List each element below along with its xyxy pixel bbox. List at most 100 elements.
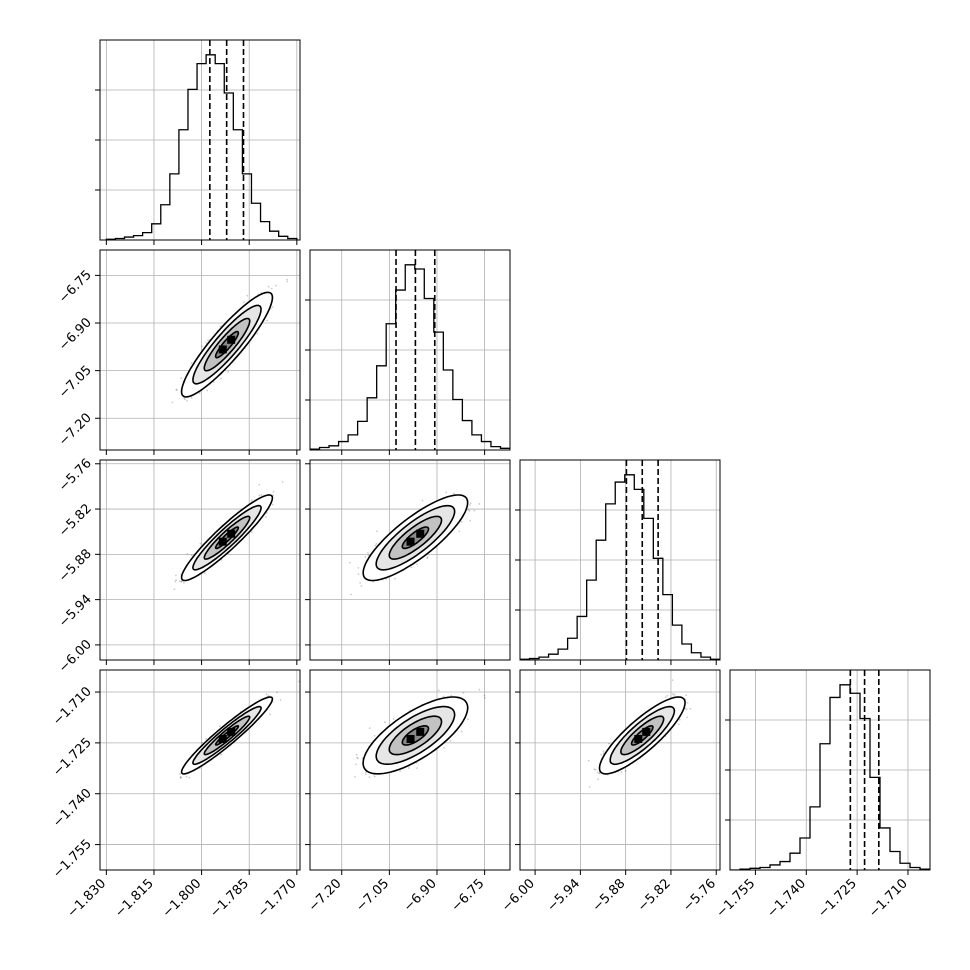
sample-point <box>265 512 268 514</box>
sample-point <box>178 580 181 583</box>
sample-point <box>250 499 253 501</box>
sample-point <box>171 401 174 404</box>
sample-point <box>180 776 182 779</box>
sample-point <box>186 400 188 402</box>
sample-point <box>394 577 396 580</box>
sample-point <box>174 580 177 583</box>
sample-point <box>376 530 378 533</box>
sample-point <box>360 585 363 587</box>
sample-point <box>271 306 274 308</box>
contour-1 <box>203 317 251 372</box>
hist-grid-2 <box>520 460 720 660</box>
sample-point <box>219 725 221 728</box>
sample-point <box>357 573 360 576</box>
density-0-1 <box>171 278 289 404</box>
ytick-label-1-2: −6.90 <box>56 315 95 354</box>
sample-point <box>453 492 456 495</box>
contour-0 <box>214 330 240 359</box>
density-0-2 <box>173 481 284 591</box>
sample-point <box>266 319 268 322</box>
ytick-label-1-0: −7.20 <box>56 410 95 449</box>
sample-point <box>410 566 413 569</box>
sample-point <box>205 342 208 344</box>
contour-3 <box>180 291 274 398</box>
scatter-panel-0-2: −6.00−5.94−5.88−5.82−5.76 <box>56 456 301 676</box>
panels-layer: −7.20−7.05−6.90−6.75−6.00−5.94−5.88−5.82… <box>50 39 931 921</box>
sample-point <box>478 503 481 505</box>
sample-point <box>250 531 253 534</box>
sample-point <box>265 693 268 696</box>
sample-point <box>286 280 289 283</box>
sample-point <box>206 389 209 392</box>
hist-grid-0 <box>100 40 300 240</box>
sample-point <box>276 691 278 694</box>
density-peak-1 <box>227 529 236 538</box>
sample-point <box>173 588 176 591</box>
density-peak-0 <box>218 537 227 546</box>
contour-0 <box>214 526 240 550</box>
scatter-panel-0-1: −7.20 −7.05 −6.90 −6.75 <box>56 249 301 451</box>
ytick-label-2-0: −6.00 <box>56 637 95 676</box>
histogram-0 <box>105 54 298 240</box>
sample-point <box>375 543 378 545</box>
hist-frame-0 <box>99 39 301 241</box>
contour-2 <box>192 504 262 571</box>
sample-point <box>421 499 424 502</box>
density-peak-1 <box>416 529 425 538</box>
sample-point <box>183 397 186 400</box>
hist-panel-3 <box>725 669 931 871</box>
ytick-label-1-3: −6.75 <box>56 268 95 307</box>
sample-point <box>180 377 183 380</box>
frame-0-2 <box>99 459 301 661</box>
sample-point <box>416 563 419 566</box>
hist-frame-1 <box>309 249 511 451</box>
ytick-label-2-1: −5.94 <box>56 592 95 631</box>
sample-point <box>198 392 201 395</box>
sample-point <box>246 294 249 297</box>
contour-1 <box>203 515 251 560</box>
hist-frame-2 <box>519 459 721 661</box>
sample-point <box>176 389 178 391</box>
sample-point <box>445 491 447 494</box>
ytick-label-2-3: −5.82 <box>56 501 95 540</box>
hist-panel-0 <box>95 39 301 241</box>
sample-point <box>180 580 183 583</box>
sample-point <box>201 345 203 348</box>
contour-2 <box>192 304 262 385</box>
sample-point <box>242 301 245 303</box>
histogram-1 <box>310 264 510 450</box>
sample-point <box>279 699 282 701</box>
sample-point <box>204 572 206 574</box>
histogram-2 <box>520 474 720 660</box>
scatter-panel-1-2 <box>305 459 511 661</box>
sample-point <box>260 494 263 496</box>
sample-point <box>359 582 361 584</box>
contour-0 <box>401 526 430 550</box>
sample-point <box>220 377 223 380</box>
sample-point <box>265 515 267 518</box>
contour-1 <box>388 515 443 560</box>
sample-point <box>207 339 210 342</box>
sample-point <box>270 287 273 290</box>
density-peak-0 <box>218 345 227 354</box>
contour-2 <box>375 504 456 571</box>
sample-point <box>467 508 470 511</box>
sample-point <box>175 388 178 391</box>
sample-point <box>357 567 360 569</box>
contour-3 <box>180 494 274 582</box>
frame-1-2 <box>309 459 511 661</box>
contour-3 <box>362 494 469 582</box>
sample-point <box>469 504 471 506</box>
sample-point <box>258 494 261 497</box>
ytick-label-1-1: −7.05 <box>56 363 95 402</box>
sample-point <box>190 397 193 399</box>
sample-point <box>367 552 369 554</box>
sample-point <box>374 544 377 547</box>
hist-panel-1 <box>305 249 511 451</box>
sample-point <box>281 481 284 483</box>
sample-point <box>190 554 193 557</box>
sample-point <box>458 530 461 533</box>
sample-point <box>184 398 186 401</box>
hist-frame-3 <box>729 669 931 871</box>
